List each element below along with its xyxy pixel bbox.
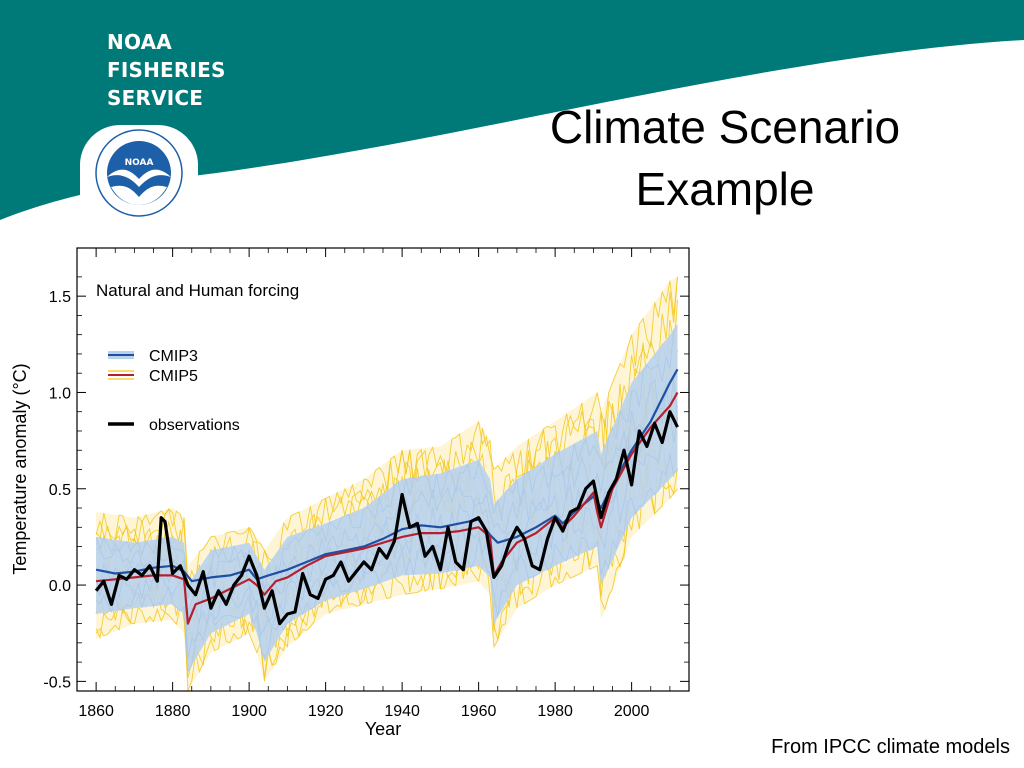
x-tick-label: 1900 bbox=[231, 703, 267, 720]
logo-wordmark: NOAA bbox=[125, 158, 154, 168]
banner-teal-shape bbox=[0, 0, 1024, 220]
logo-seagull-shape bbox=[107, 169, 171, 187]
ensemble-band-cmip3 bbox=[96, 325, 678, 672]
ensemble-member-cmip5 bbox=[95, 276, 678, 586]
x-tick-label: 1880 bbox=[155, 703, 191, 720]
org-line-2: FISHERIES bbox=[107, 58, 226, 82]
chart-annotation: Natural and Human forcing bbox=[96, 281, 299, 300]
slide-title-line-2: Example bbox=[635, 163, 815, 215]
y-tick-label: 1.0 bbox=[49, 385, 71, 402]
organization-name: NOAA FISHERIES SERVICE bbox=[107, 28, 226, 112]
x-tick-label: 1860 bbox=[78, 703, 114, 720]
x-tick-label: 2000 bbox=[614, 703, 650, 720]
series-line-cmip5 bbox=[95, 391, 679, 625]
y-axis-label: Temperature anomaly (°C) bbox=[10, 363, 30, 574]
source-note: From IPCC climate models bbox=[771, 736, 1010, 758]
noaa-logo: NOAA bbox=[80, 125, 198, 225]
y-tick-label: 0.0 bbox=[49, 578, 71, 595]
legend-cmip5-label: CMIP5 bbox=[149, 368, 198, 385]
series-line-observations bbox=[94, 410, 679, 626]
x-axis-label: Year bbox=[365, 719, 401, 739]
legend-observations-label: observations bbox=[149, 417, 240, 434]
series-layer bbox=[94, 368, 679, 626]
x-tick-label: 1920 bbox=[308, 703, 344, 720]
org-line-1: NOAA bbox=[107, 30, 172, 54]
ensemble-member-cmip3 bbox=[95, 454, 678, 674]
chart-legend: CMIP3 CMIP5 observations bbox=[108, 348, 240, 434]
x-tick-label: 1980 bbox=[537, 703, 573, 720]
y-tick-label: 0.5 bbox=[49, 482, 71, 499]
temperature-anomaly-chart: 1860 1880 1900 1920 1940 1960 1980 2000 -0.5 0.0 0… bbox=[10, 247, 690, 739]
header-banner bbox=[0, 0, 1024, 220]
legend-cmip3-label: CMIP3 bbox=[149, 348, 198, 365]
ensemble-member-cmip3 bbox=[95, 375, 678, 614]
org-line-3: SERVICE bbox=[107, 86, 204, 110]
y-tick-label: -0.5 bbox=[43, 674, 71, 691]
axis-layer: 1860 1880 1900 1920 1940 1960 1980 2000 -0.5 0.0 0… bbox=[43, 248, 690, 720]
slide-title: Climate Scenario Example bbox=[500, 96, 950, 220]
x-tick-label: 1940 bbox=[384, 703, 420, 720]
y-tick-label: 1.5 bbox=[49, 289, 71, 306]
logo-lower-white bbox=[111, 185, 167, 205]
slide-title-line-1: Climate Scenario bbox=[549, 101, 901, 153]
x-tick-label: 1960 bbox=[461, 703, 497, 720]
